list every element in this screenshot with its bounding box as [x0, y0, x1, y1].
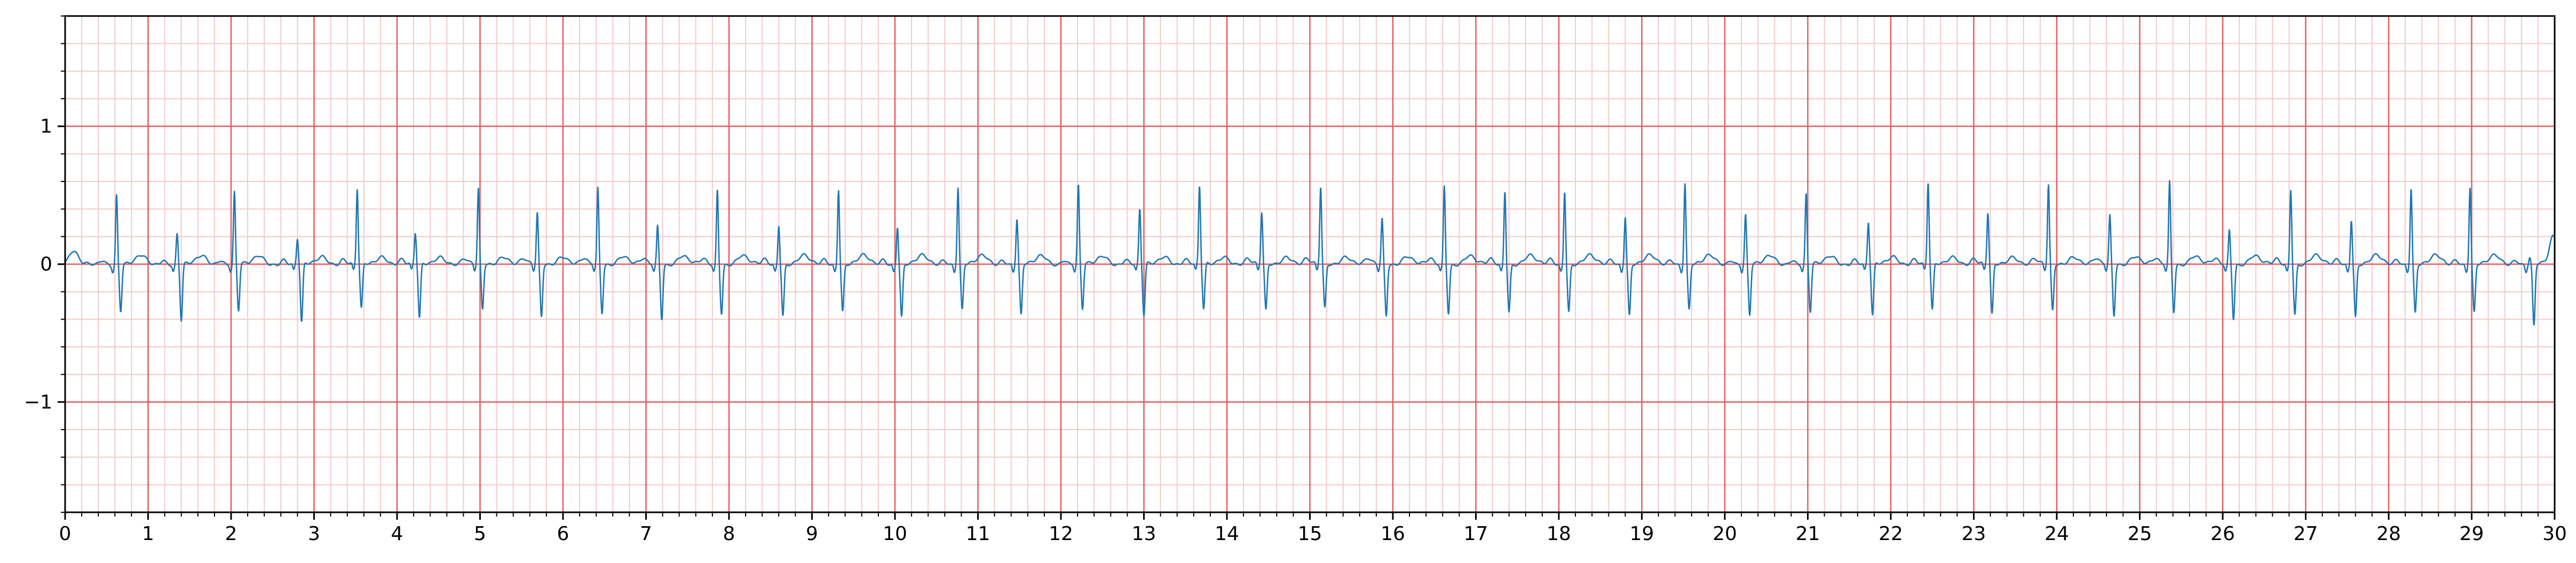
major-grid: [64, 16, 2556, 512]
x-tick-label: 18: [1547, 523, 1571, 545]
x-tick-label: 19: [1630, 523, 1654, 545]
x-tick-label: 29: [2460, 523, 2484, 545]
ecg-trace-line: [64, 180, 2556, 326]
y-tick-label: 0: [40, 253, 52, 275]
x-tick-label: 3: [308, 523, 320, 545]
x-tick-label: 2: [225, 523, 237, 545]
x-tick-label: 26: [2210, 523, 2235, 545]
x-tick-label: 6: [557, 523, 569, 545]
x-tick-label: 21: [1796, 523, 1820, 545]
x-tick-label: 15: [1298, 523, 1322, 545]
x-tick-label: 24: [2044, 523, 2069, 545]
x-tick-label: 1: [142, 523, 154, 545]
x-tick-label: 8: [723, 523, 735, 545]
x-axis-tick-labels: 0 1 2 3 4 5 6 7 8 9 10 11 12 13 14 15 16 17 18 19 20 21 22 23 24…: [59, 523, 2567, 545]
x-tick-label: 17: [1464, 523, 1488, 545]
x-tick-label: 27: [2294, 523, 2318, 545]
x-tick-label: 23: [1962, 523, 1986, 545]
x-tick-label: 25: [2128, 523, 2152, 545]
x-tick-label: 5: [474, 523, 486, 545]
x-tick-label: 11: [966, 523, 990, 545]
x-tick-label: 13: [1132, 523, 1156, 545]
x-tick-label: 30: [2542, 523, 2567, 545]
x-tick-label: 0: [59, 523, 72, 545]
x-tick-label: 10: [883, 523, 907, 545]
x-tick-label: 7: [640, 523, 652, 545]
x-tick-label: 28: [2376, 523, 2401, 545]
x-tick-label: 22: [1879, 523, 1903, 545]
y-axis-tick-labels: 1 0 −1: [24, 116, 52, 414]
y-tick-label: −1: [24, 391, 52, 413]
x-tick-label: 14: [1215, 523, 1239, 545]
x-tick-label: 16: [1381, 523, 1405, 545]
x-tick-label: 12: [1049, 523, 1073, 545]
x-tick-label: 20: [1713, 523, 1737, 545]
x-tick-label: 9: [806, 523, 818, 545]
x-tick-label: 4: [391, 523, 403, 545]
ecg-trace-layer: [64, 180, 2556, 326]
y-tick-label: 1: [40, 116, 52, 138]
axis-ticks: [58, 15, 2556, 520]
